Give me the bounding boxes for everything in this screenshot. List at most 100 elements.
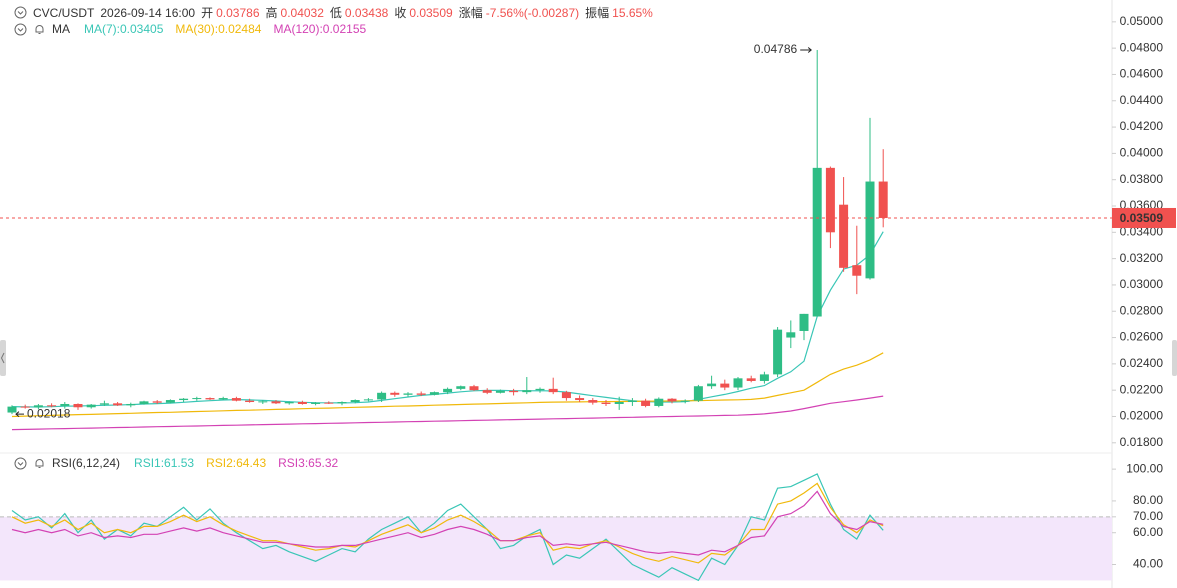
candle-body xyxy=(495,390,505,393)
candle-body xyxy=(548,388,558,393)
candle-body xyxy=(680,400,690,402)
alert-icon[interactable] xyxy=(33,23,46,36)
y-tick-label: 0.04800 xyxy=(1120,40,1164,54)
legend-entry: MA(30):0.02484 xyxy=(175,22,262,36)
candle-body xyxy=(575,398,585,401)
y-tick-label: 100.00 xyxy=(1126,461,1163,475)
candle-body xyxy=(746,378,756,381)
candle-body xyxy=(205,398,215,400)
field-value: -7.56%(-0.00287) xyxy=(485,5,580,20)
candle-body xyxy=(165,400,175,403)
field-value: 0.04032 xyxy=(280,5,324,20)
y-tick-label: 0.02200 xyxy=(1120,382,1164,396)
legend-entry: MA(120):0.02155 xyxy=(273,22,367,36)
collapse-icon[interactable] xyxy=(14,457,27,470)
price-tag xyxy=(1112,207,1176,228)
y-tick-label: 0.03000 xyxy=(1120,277,1164,291)
y-tick-label: 0.01800 xyxy=(1120,435,1164,449)
candle-body xyxy=(271,401,281,404)
left-handle-arrow xyxy=(0,352,5,364)
candle-body xyxy=(139,401,149,404)
candle-body xyxy=(720,383,730,388)
candle-body xyxy=(33,405,43,408)
candle-body xyxy=(297,402,307,404)
candle-body xyxy=(654,398,664,406)
y-tick-label: 0.03800 xyxy=(1120,172,1164,186)
candle-body xyxy=(179,398,189,401)
y-tick-label: 0.02000 xyxy=(1120,409,1164,423)
candle-body xyxy=(707,383,717,387)
candle-body xyxy=(258,401,268,403)
y-tick-label: 0.04400 xyxy=(1120,93,1164,107)
candle-body xyxy=(324,402,334,404)
low-label: 0.02018 xyxy=(27,406,71,420)
candle-body xyxy=(7,406,17,413)
candle-body xyxy=(812,167,822,317)
candle-body xyxy=(311,402,321,404)
candle-body xyxy=(416,393,426,395)
y-tick-label: 0.05000 xyxy=(1120,14,1164,28)
candle-body xyxy=(667,398,677,402)
candle-body xyxy=(614,402,624,404)
candle-body xyxy=(86,404,96,408)
candle-body xyxy=(588,400,598,403)
field-value: 0.03438 xyxy=(344,5,389,20)
indicator-line xyxy=(11,490,884,556)
alert-icon[interactable] xyxy=(33,457,46,470)
candle-body xyxy=(786,332,796,338)
y-tick-label: 0.04000 xyxy=(1120,146,1164,160)
candle-body xyxy=(799,313,809,331)
candle-body xyxy=(641,400,651,406)
field-label: 开 xyxy=(201,6,214,20)
field-value: 0.03509 xyxy=(409,5,453,20)
candle-body xyxy=(429,392,439,395)
candle-body xyxy=(47,405,57,407)
candle-body xyxy=(693,386,703,401)
candle-body xyxy=(73,403,83,408)
candle-body xyxy=(390,392,400,395)
field-label: 收 xyxy=(394,6,407,20)
candle-body xyxy=(443,388,453,393)
right-handle[interactable] xyxy=(1172,340,1177,376)
y-tick-label: 40.00 xyxy=(1133,557,1163,571)
candle-body xyxy=(456,386,466,389)
candle-body xyxy=(350,400,360,403)
candle-body xyxy=(284,402,294,404)
candle-body xyxy=(878,181,888,218)
collapse-icon[interactable] xyxy=(14,23,27,36)
collapse-icon[interactable] xyxy=(14,6,27,19)
candle-body xyxy=(60,403,70,406)
field-value: 15.65% xyxy=(612,5,653,20)
candle-body xyxy=(245,400,255,403)
candle-body xyxy=(627,400,637,403)
y-tick-label: 0.04200 xyxy=(1120,119,1164,133)
y-tick-label: 0.04600 xyxy=(1120,67,1164,81)
rsi-band xyxy=(0,516,1112,581)
candle-body xyxy=(561,392,571,399)
candle-body xyxy=(535,388,545,391)
y-tick-label: 60.00 xyxy=(1133,525,1163,539)
field-label: 高 xyxy=(265,6,278,20)
candle-body xyxy=(601,402,611,404)
indicator-name: RSI(6,12,24) xyxy=(52,456,121,470)
high-label: 0.04786 xyxy=(754,42,798,56)
candle-body xyxy=(522,390,532,393)
candle-body xyxy=(733,378,743,388)
price-header: CVC/USDT 2026-09-14 16:00 开 0.03786 高 0.040… xyxy=(14,4,653,21)
candle-body xyxy=(99,403,109,405)
high-arrow-head xyxy=(807,47,812,53)
y-tick-label: 0.02600 xyxy=(1120,330,1164,344)
candle-body xyxy=(218,398,228,400)
candle-body xyxy=(852,265,862,276)
rsi-header: RSI(6,12,24) RSI1:61.53 RSI2:64.43 RSI3:65… xyxy=(14,456,344,470)
legend-entry: RSI1:61.53 xyxy=(134,456,195,470)
y-tick-label: 0.02800 xyxy=(1120,303,1164,317)
left-handle[interactable] xyxy=(0,340,6,376)
indicator-line xyxy=(11,352,884,418)
candle-body xyxy=(759,374,769,381)
candle-body xyxy=(377,392,387,400)
candle-body xyxy=(825,167,835,233)
price-tag-label: 0.03509 xyxy=(1120,211,1164,225)
